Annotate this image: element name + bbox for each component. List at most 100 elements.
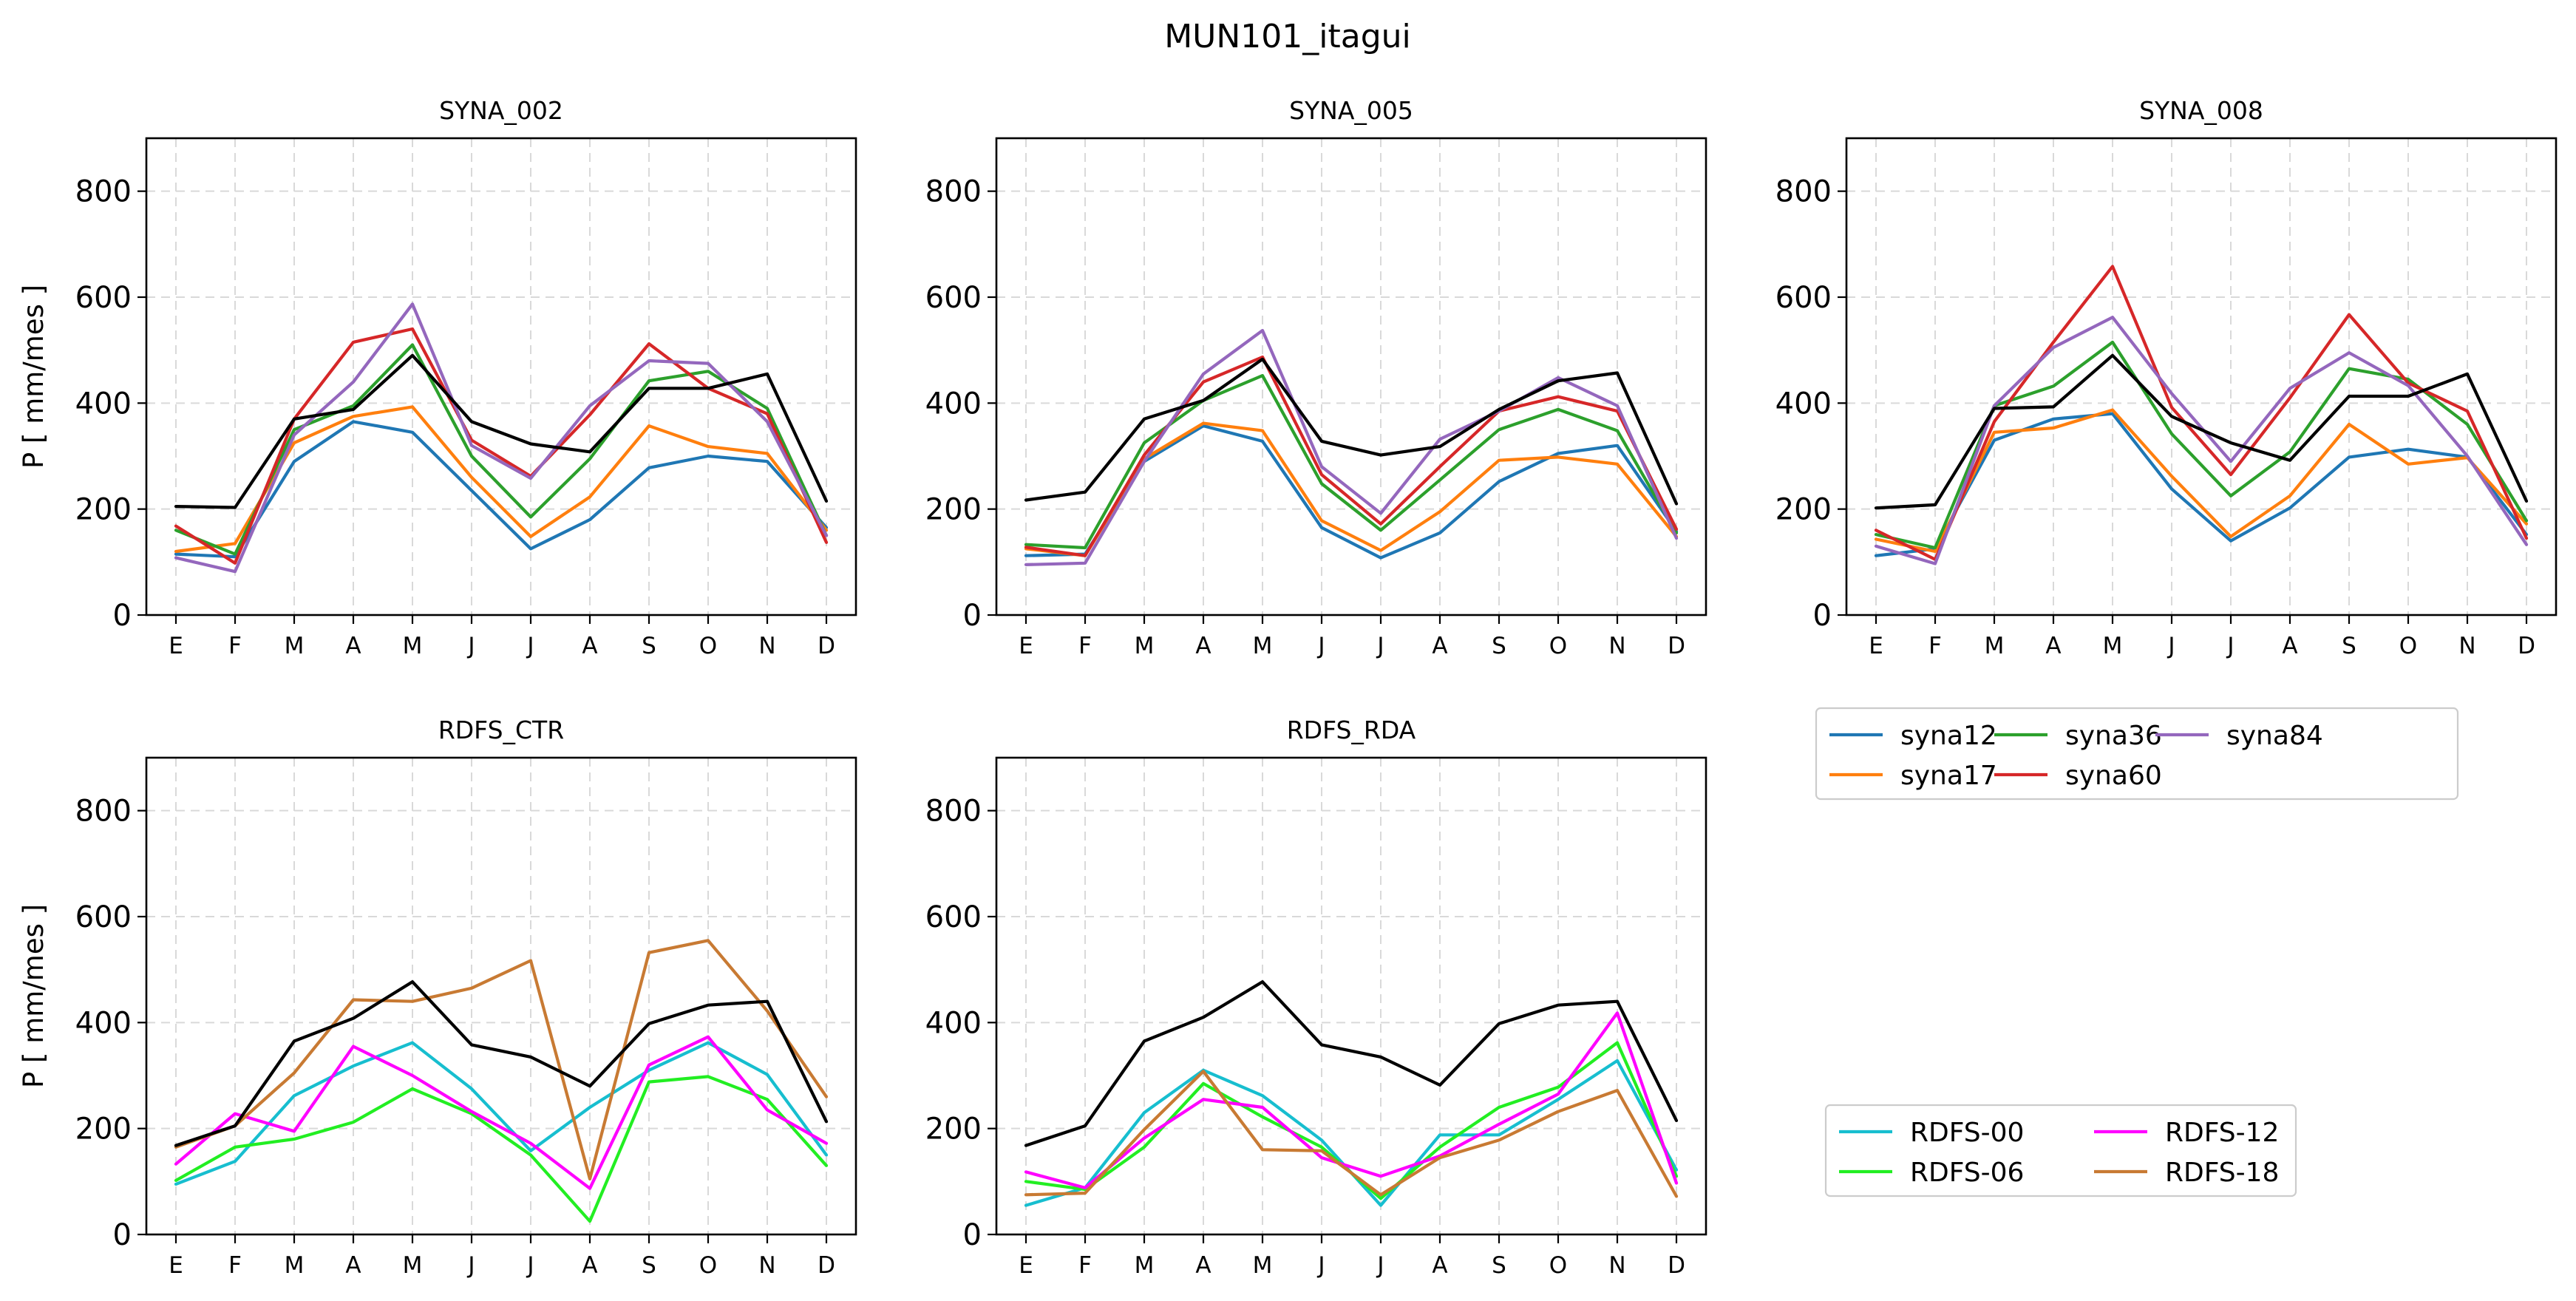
series-line-syna84 [174, 302, 829, 574]
x-tick-label: M [1135, 1252, 1155, 1279]
x-tick-label: A [1195, 633, 1211, 659]
x-tick-label: J [526, 1252, 534, 1279]
x-tick-label: A [2045, 633, 2061, 659]
axes-frame [1845, 137, 2558, 616]
y-tick-label: 400 [75, 1006, 132, 1040]
x-tick-label: N [758, 1252, 775, 1279]
x-tick-label: A [582, 633, 597, 659]
x-tick-label: O [699, 633, 717, 659]
series-line-syna12 [1874, 412, 2529, 557]
legend-label: RDFS-12 [2165, 1118, 2279, 1148]
y-tick-label: 200 [925, 493, 982, 527]
y-tick-label: 600 [75, 281, 132, 315]
x-tick-label: J [2167, 633, 2175, 659]
y-tick-label: 400 [925, 1006, 982, 1040]
y-axis-label: P [ mm/mes ] [18, 904, 50, 1088]
axes-frame [995, 137, 1707, 616]
legend-label: syna17 [1900, 761, 1997, 791]
y-tick-label: 200 [75, 1113, 132, 1147]
x-tick-label: M [1135, 633, 1155, 659]
series-line-rdfs-18 [1024, 1070, 1679, 1198]
series-line-black [174, 353, 829, 509]
x-tick-label: N [758, 633, 775, 659]
x-tick-label: A [1432, 1252, 1447, 1279]
series-line-rdfs-06 [174, 1075, 829, 1223]
y-tick-label: 0 [113, 1218, 132, 1252]
legend-rdfs: RDFS-00 RDFS-06 RDFS-12 RDFS-18 [1824, 1104, 2297, 1198]
x-tick-label: D [1668, 1252, 1685, 1279]
legend-label: syna12 [1900, 721, 1997, 751]
x-tick-label: J [1376, 633, 1384, 659]
x-tick-label: M [403, 633, 423, 659]
legends: syna12syna17syna36syna60syna84RDFS-00RDF… [1815, 707, 2459, 1198]
subplot-rdfs-rda: 0 200 400 600 800 E F M A M J J A S O N D RDFS_RDA [925, 716, 1707, 1279]
x-tick-label: A [345, 1252, 361, 1279]
x-tick-label: M [285, 633, 305, 659]
x-tick-label: J [1316, 1252, 1325, 1279]
x-tick-label: M [1985, 633, 2005, 659]
y-tick-label: 600 [925, 900, 982, 934]
y-tick-label: 0 [963, 1218, 982, 1252]
figure-title: MUN101_itagui [1164, 18, 1411, 55]
y-tick-label: 200 [925, 1113, 982, 1147]
x-tick-label: M [285, 1252, 305, 1279]
y-tick-label: 0 [113, 599, 132, 633]
x-tick-label: O [699, 1252, 717, 1279]
legend-frame [1824, 1104, 2297, 1198]
series-line-syna36 [1024, 374, 1679, 550]
x-tick-label: J [466, 1252, 475, 1279]
x-tick-label: J [1376, 1252, 1384, 1279]
series-line-syna17 [1874, 408, 2529, 554]
x-tick-label: S [1492, 633, 1506, 659]
series-line-rdfs-12 [174, 1035, 829, 1190]
subplot-title: SYNA_008 [2139, 96, 2263, 125]
x-tick-label: A [1432, 633, 1447, 659]
subplot-syna-008: 0 200 400 600 800 E F M A M J J A S O N D SYNA_008 [1775, 96, 2558, 659]
x-tick-label: E [1869, 633, 1883, 659]
x-tick-label: S [2342, 633, 2356, 659]
x-tick-label: F [1078, 633, 1092, 659]
subplot-title: RDFS_RDA [1287, 716, 1416, 744]
y-tick-label: 800 [75, 175, 132, 209]
x-tick-label: O [1549, 633, 1567, 659]
x-tick-label: A [582, 1252, 597, 1279]
series-line-black [174, 980, 829, 1147]
x-tick-label: O [2399, 633, 2417, 659]
legend-label: RDFS-00 [1910, 1118, 2024, 1148]
x-tick-label: A [2282, 633, 2297, 659]
x-tick-label: F [228, 633, 242, 659]
x-tick-label: S [642, 1252, 656, 1279]
y-tick-label: 400 [75, 387, 132, 421]
series-line-syna60 [1024, 355, 1679, 557]
x-tick-label: A [1195, 1252, 1211, 1279]
legend-label: RDFS-06 [1910, 1158, 2024, 1188]
x-tick-label: F [228, 1252, 242, 1279]
series-line-syna60 [174, 327, 829, 565]
x-tick-label: J [526, 633, 534, 659]
axes-frame [995, 756, 1707, 1236]
series-line-black [1874, 353, 2529, 510]
x-tick-label: E [1019, 1252, 1033, 1279]
subplot-title: SYNA_002 [439, 96, 563, 125]
y-tick-label: 800 [925, 175, 982, 209]
subplot-grid: 0 200 400 600 800 E F M A M J J A S O N D SYNA_002 P [ mm/… [18, 96, 2558, 1279]
series-line-syna17 [1024, 421, 1679, 557]
x-tick-label: S [642, 633, 656, 659]
subplot-rdfs-ctr: 0 200 400 600 800 E F M A M J J A S O N D RDFS_CTR P [ mm/… [18, 716, 857, 1279]
y-tick-label: 600 [925, 281, 982, 315]
x-tick-label: A [345, 633, 361, 659]
x-tick-label: D [818, 633, 835, 659]
x-tick-label: F [1078, 1252, 1092, 1279]
x-tick-label: S [1492, 1252, 1506, 1279]
legend-syna: syna12 syna17 syna36 syna60 syna84 [1815, 707, 2459, 801]
legend-frame [1815, 707, 2459, 801]
x-tick-label: F [1928, 633, 1942, 659]
series-line-syna36 [174, 343, 829, 556]
x-tick-label: D [2518, 633, 2535, 659]
y-tick-label: 800 [925, 795, 982, 829]
y-tick-label: 200 [1775, 493, 1832, 527]
x-tick-label: J [2226, 633, 2234, 659]
y-tick-label: 0 [963, 599, 982, 633]
x-tick-label: D [818, 1252, 835, 1279]
